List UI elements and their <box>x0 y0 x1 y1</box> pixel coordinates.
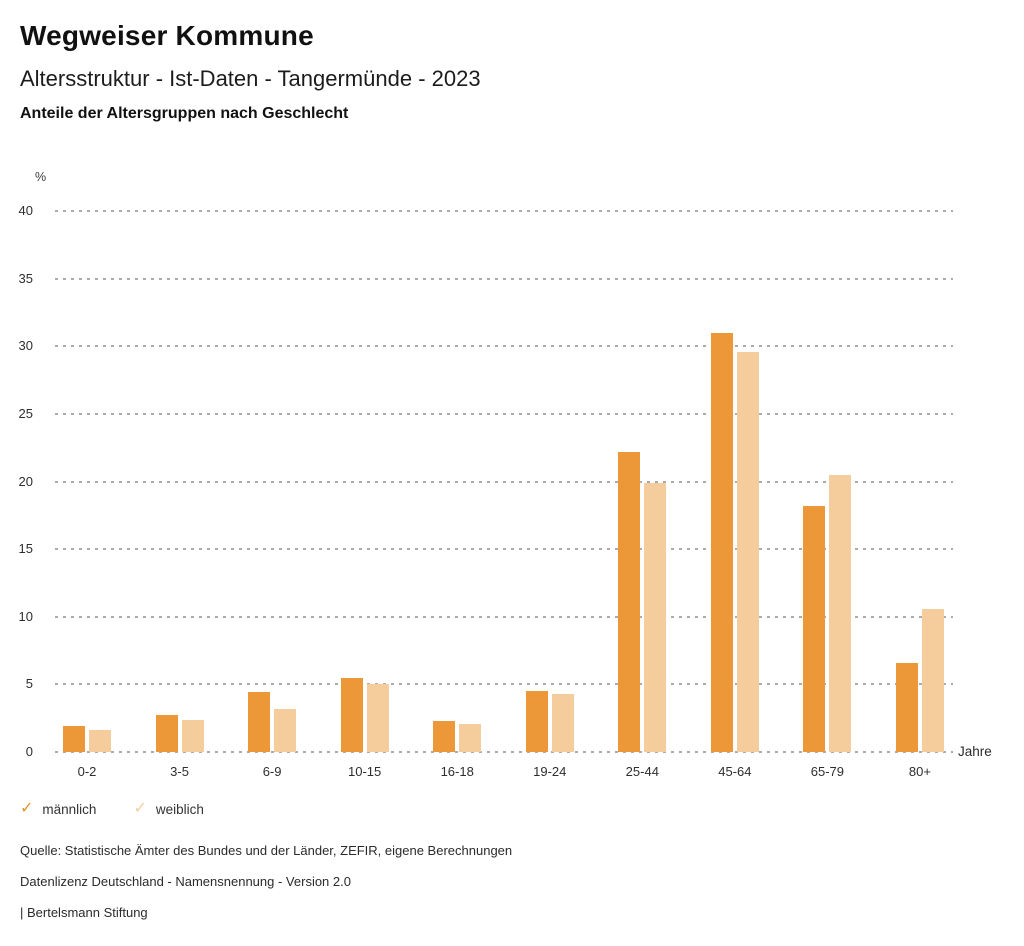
x-axis-tick-label-10-15: 10-15 <box>348 764 382 779</box>
bar-19-24-männlich[interactable] <box>525 691 548 752</box>
x-axis-tick-label-80+: 80+ <box>908 764 931 779</box>
legend-label: männlich <box>42 801 97 817</box>
y-axis-tick-label-35: 35 <box>18 270 33 286</box>
bar-45-64-männlich[interactable] <box>710 332 733 752</box>
checkmark-icon: ✓ <box>20 800 34 817</box>
bar-80+-männlich[interactable] <box>895 662 918 752</box>
bar-25-44-männlich[interactable] <box>618 451 641 752</box>
bar-80+-weiblich[interactable] <box>921 608 944 752</box>
legend-label: weiblich <box>155 801 204 817</box>
y-axis-tick-label-10: 10 <box>18 608 33 624</box>
bar-19-24-weiblich[interactable] <box>551 693 574 752</box>
bar-45-64-weiblich[interactable] <box>736 351 759 752</box>
gridline-5 <box>55 683 953 686</box>
legend-item-weiblich[interactable]: ✓ weiblich <box>133 801 203 817</box>
y-axis-tick-label-25: 25 <box>18 405 33 421</box>
bar-10-15-weiblich[interactable] <box>366 684 389 752</box>
x-axis-tick-label-25-44: 25-44 <box>625 764 659 779</box>
bar-6-9-weiblich[interactable] <box>274 708 297 752</box>
gridline-20 <box>55 480 953 483</box>
gridline-40 <box>55 210 953 212</box>
x-axis-tick-label-0-2: 0-2 <box>77 764 97 779</box>
bar-65-79-männlich[interactable] <box>803 505 826 752</box>
chart-heading: Anteile der Altersgruppen nach Geschlech… <box>20 105 349 122</box>
x-axis-tick-label-65-79: 65-79 <box>810 764 845 779</box>
y-axis-unit-label: % <box>35 170 47 184</box>
bar-0-2-weiblich[interactable] <box>89 730 111 752</box>
x-axis-tick-label-3-5: 3-5 <box>170 764 189 779</box>
x-axis-tick-label-45-64: 45-64 <box>718 764 752 779</box>
gridline-0 <box>55 751 953 753</box>
y-axis-tick-label-5: 5 <box>25 676 33 692</box>
bar-0-2-männlich[interactable] <box>63 726 85 752</box>
gridline-10 <box>55 615 953 618</box>
checkmark-icon: ✓ <box>133 800 147 817</box>
attribution-note: | Bertelsmann Stiftung <box>20 905 148 920</box>
gridline-15 <box>55 548 953 551</box>
bar-16-18-männlich[interactable] <box>433 720 456 752</box>
bar-6-9-männlich[interactable] <box>248 692 271 752</box>
bar-3-5-männlich[interactable] <box>155 715 178 752</box>
bar-65-79-weiblich[interactable] <box>829 474 852 752</box>
x-axis-tick-label-16-18: 16-18 <box>440 764 474 779</box>
bar-10-15-männlich[interactable] <box>340 677 363 752</box>
x-axis-unit-label: Jahre <box>958 744 992 759</box>
chart-legend: ✓ männlich ✓ weiblich <box>20 801 204 817</box>
x-axis-tick-label-19-24: 19-24 <box>533 764 567 779</box>
bar-16-18-weiblich[interactable] <box>459 723 482 752</box>
y-axis-tick-label-15: 15 <box>18 541 33 557</box>
gridline-35 <box>55 277 953 280</box>
gridline-30 <box>55 345 953 348</box>
y-axis-tick-label-20: 20 <box>18 473 33 489</box>
y-axis-tick-label-0: 0 <box>25 744 33 759</box>
page-title: Wegweiser Kommune <box>20 20 314 51</box>
y-axis-tick-label-40: 40 <box>18 203 33 218</box>
chart-subtitle: Altersstruktur - Ist-Daten - Tangermünde… <box>20 66 481 91</box>
legend-item-maennlich[interactable]: ✓ männlich <box>20 801 96 817</box>
y-axis-tick-label-30: 30 <box>18 338 33 354</box>
gridline-25 <box>55 412 953 415</box>
x-axis-tick-label-6-9: 6-9 <box>262 764 282 779</box>
license-note: Datenlizenz Deutschland - Namensnennung … <box>20 874 351 889</box>
source-note: Quelle: Statistische Ämter des Bundes un… <box>20 843 513 858</box>
bar-3-5-weiblich[interactable] <box>181 719 204 752</box>
bar-25-44-weiblich[interactable] <box>644 482 667 752</box>
